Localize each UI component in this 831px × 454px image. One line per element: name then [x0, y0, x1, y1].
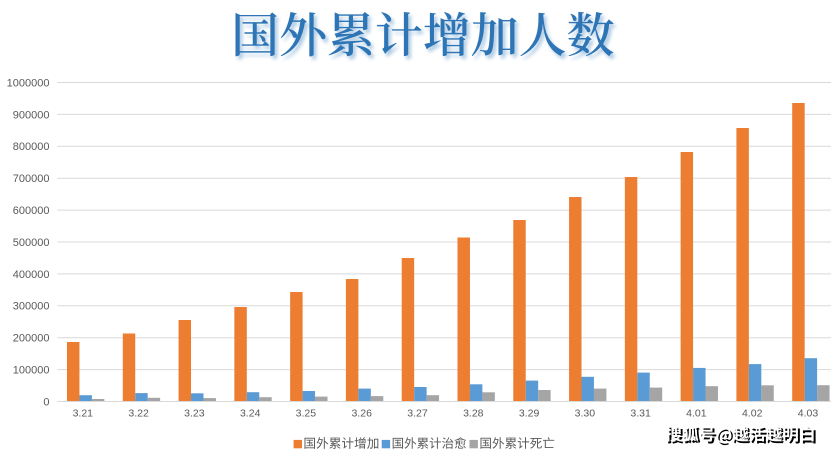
svg-text:3.29: 3.29: [519, 407, 540, 419]
svg-text:3.27: 3.27: [407, 407, 428, 419]
svg-text:200000: 200000: [13, 333, 50, 345]
svg-text:500000: 500000: [13, 237, 50, 249]
svg-text:0: 0: [43, 396, 49, 408]
svg-text:600000: 600000: [13, 205, 50, 217]
svg-text:3.28: 3.28: [463, 407, 484, 419]
svg-text:3.22: 3.22: [128, 407, 149, 419]
svg-text:3.26: 3.26: [351, 407, 372, 419]
svg-text:3.30: 3.30: [575, 407, 596, 419]
svg-text:3.23: 3.23: [184, 407, 205, 419]
svg-text:4.03: 4.03: [798, 407, 819, 419]
svg-text:800000: 800000: [13, 141, 50, 153]
svg-text:400000: 400000: [13, 269, 50, 281]
svg-text:3.24: 3.24: [240, 407, 261, 419]
svg-text:1000000: 1000000: [7, 77, 50, 89]
svg-text:4.02: 4.02: [742, 407, 763, 419]
svg-text:300000: 300000: [13, 301, 50, 313]
svg-text:700000: 700000: [13, 173, 50, 185]
svg-text:3.21: 3.21: [73, 407, 94, 419]
svg-text:4.01: 4.01: [686, 407, 707, 419]
svg-text:3.31: 3.31: [630, 407, 651, 419]
svg-text:900000: 900000: [13, 109, 50, 121]
svg-text:100000: 100000: [13, 365, 50, 377]
svg-text:3.25: 3.25: [296, 407, 317, 419]
